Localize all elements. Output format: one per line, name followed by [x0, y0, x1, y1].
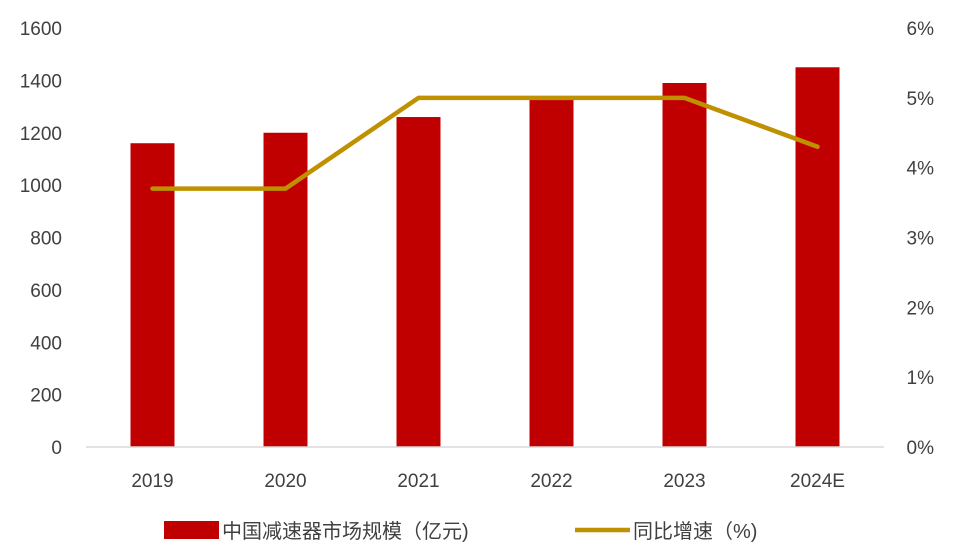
y-left-tick-label: 0	[51, 438, 62, 459]
y-right-tick-label: 2%	[907, 298, 935, 319]
x-tick-label: 2019	[131, 471, 173, 492]
x-tick-label: 2023	[663, 471, 705, 492]
y-right-tick-label: 1%	[907, 368, 935, 389]
growth-line	[150, 95, 820, 191]
y-right-axis: 0% 1% 2% 3% 4% 5% 6%	[907, 19, 935, 459]
legend-bar-swatch	[164, 521, 219, 539]
y-left-tick-label: 1600	[20, 19, 62, 40]
legend-bar-label: 中国减速器市场规模（亿元)	[222, 520, 469, 543]
y-left-tick-label: 1200	[20, 124, 62, 145]
x-tick-label: 2024E	[790, 471, 845, 492]
legend: 中国减速器市场规模（亿元) 同比增速（%)	[164, 520, 757, 543]
line-series	[150, 95, 820, 191]
y-right-tick-label: 5%	[907, 89, 935, 110]
x-tick-label: 2021	[397, 471, 439, 492]
x-tick-label: 2022	[530, 471, 572, 492]
y-left-tick-label: 400	[30, 333, 62, 354]
bar-2023	[662, 82, 707, 448]
y-right-tick-label: 6%	[907, 19, 935, 40]
bar-2021	[396, 117, 441, 447]
y-left-axis: 0 200 400 600 800 1000 1200 1400 1600	[20, 19, 62, 459]
bar-series	[130, 67, 840, 448]
bar-2022	[529, 100, 574, 447]
y-left-tick-label: 200	[30, 386, 62, 407]
legend-line-label: 同比增速（%)	[633, 520, 757, 543]
bar-2020	[263, 132, 308, 447]
y-left-tick-label: 1000	[20, 176, 62, 197]
y-left-tick-label: 1400	[20, 71, 62, 92]
y-right-tick-label: 3%	[907, 229, 935, 250]
x-axis: 2019 2020 2021 2022 2023 2024E	[131, 471, 845, 492]
y-right-tick-label: 4%	[907, 159, 935, 180]
y-left-tick-label: 800	[30, 229, 62, 250]
bar-2019	[130, 143, 175, 447]
bar-2024E	[795, 67, 840, 447]
y-left-tick-label: 600	[30, 281, 62, 302]
y-right-tick-label: 0%	[907, 438, 935, 459]
x-tick-label: 2020	[264, 471, 306, 492]
